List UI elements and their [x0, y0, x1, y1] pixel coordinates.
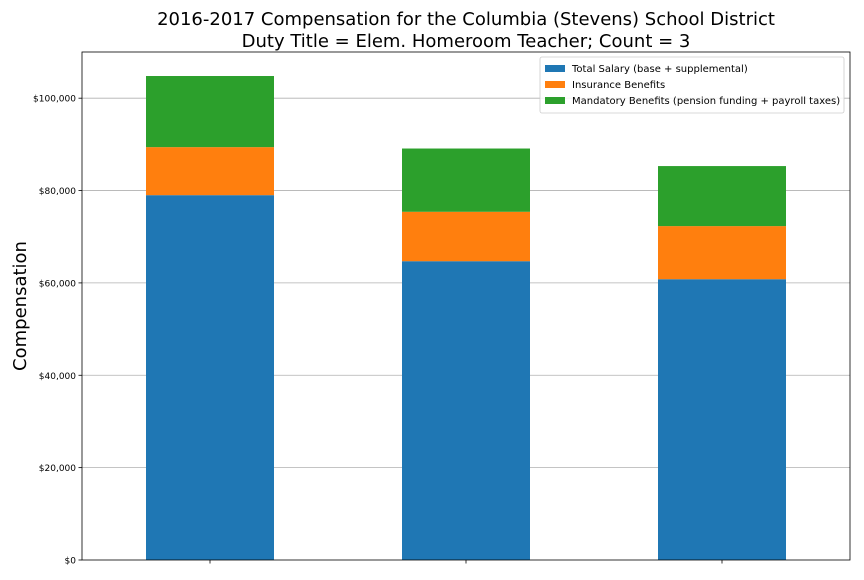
bar-segment-3-category-2	[402, 148, 530, 212]
chart-subtitle: Duty Title = Elem. Homeroom Teacher; Cou…	[242, 31, 691, 52]
y-tick-label: $40,000	[39, 372, 76, 382]
legend-entry: Total Salary (base + supplemental)	[571, 64, 748, 75]
legend-swatch	[545, 65, 565, 72]
bar-segment-1-category-1	[146, 195, 274, 560]
chart-title: 2016-2017 Compensation for the Columbia …	[157, 9, 775, 30]
y-tick-label: $60,000	[39, 279, 76, 289]
legend-box	[539, 56, 845, 114]
y-axis-label: Compensation	[10, 241, 31, 371]
legend-swatch	[545, 81, 565, 88]
bar-segment-3-category-3	[658, 166, 786, 227]
legend-swatch	[545, 97, 565, 104]
ticks: $0 $20,000 $40,000 $60,000 $80,000 $100,000	[33, 95, 723, 567]
y-tick-label: $20,000	[39, 464, 76, 474]
bar-segment-3-category-1	[146, 76, 274, 148]
bar-segment-2-category-3	[658, 226, 786, 280]
y-tick-label: $100,000	[33, 95, 76, 105]
y-tick-label: $0	[65, 557, 77, 567]
legend-entry: Insurance Benefits	[572, 80, 665, 91]
legend: Total Salary (base + supplemental) Insura…	[539, 56, 845, 114]
bar-segment-2-category-1	[146, 147, 274, 196]
bars	[146, 76, 786, 560]
bar-segment-1-category-2	[402, 261, 530, 560]
y-tick-label: $80,000	[39, 187, 76, 197]
legend-entry: Mandatory Benefits (pension funding + pa…	[572, 96, 840, 107]
bar-segment-1-category-3	[658, 279, 786, 560]
bar-segment-2-category-2	[402, 211, 530, 262]
